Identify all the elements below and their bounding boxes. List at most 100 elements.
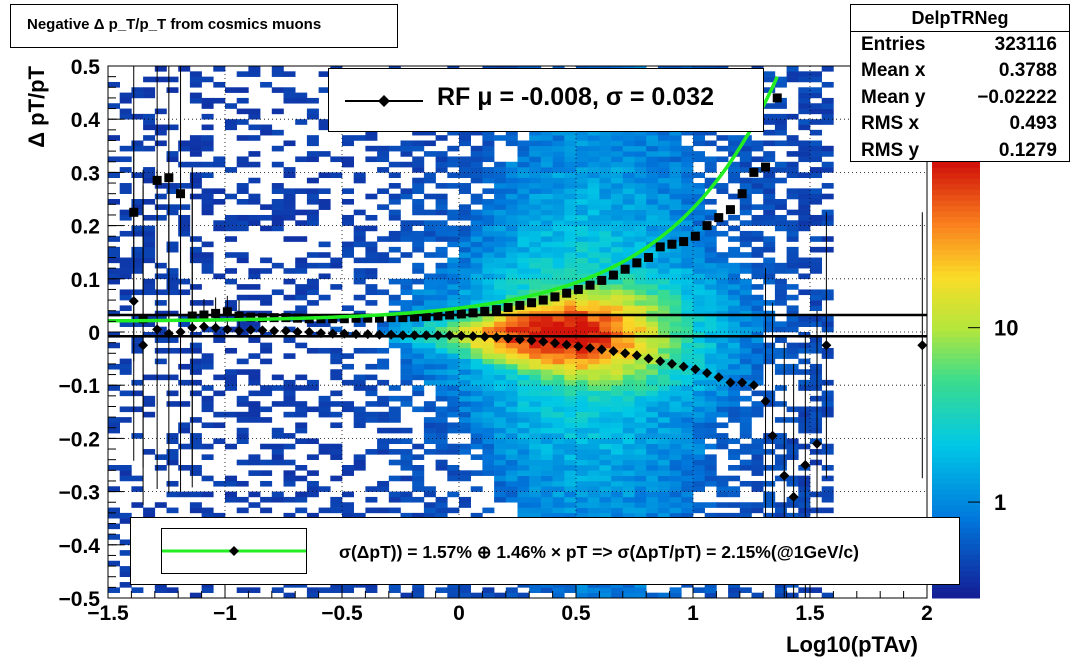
heatmap-cell <box>505 268 518 274</box>
heatmap-cell <box>564 300 577 306</box>
heatmap-cell <box>201 140 214 147</box>
heatmap-cell <box>470 268 483 274</box>
heatmap-cell <box>201 475 214 482</box>
heatmap-cell <box>540 342 553 349</box>
heatmap-cell <box>786 71 799 77</box>
heatmap-cell <box>681 151 694 157</box>
heatmap-cell <box>388 411 401 418</box>
heatmap-cell <box>657 353 670 359</box>
heatmap-cell <box>657 236 670 242</box>
heatmap-cell <box>482 411 495 418</box>
heatmap-cell <box>786 193 799 200</box>
heatmap-cell <box>681 246 694 253</box>
heatmap-cell <box>225 278 237 285</box>
heatmap-cell <box>400 347 413 354</box>
heatmap-cell <box>634 172 647 179</box>
heatmap-cell <box>716 422 729 429</box>
heatmap-cell <box>295 496 308 503</box>
heatmap-cell <box>716 353 729 359</box>
heatmap-cell <box>505 395 518 402</box>
heatmap-cell <box>564 502 577 508</box>
heatmap-cell <box>201 124 214 131</box>
heatmap-cell <box>693 379 705 386</box>
heatmap-cell <box>459 268 471 274</box>
heatmap-cell <box>318 321 331 327</box>
heatmap-cell <box>459 316 471 322</box>
heatmap-cell <box>377 347 390 354</box>
mean-point <box>713 372 724 383</box>
heatmap-cell <box>260 385 273 391</box>
heatmap-cell <box>634 374 647 381</box>
heatmap-cell <box>377 321 390 327</box>
heatmap-cell <box>119 417 132 423</box>
heatmap-cell <box>517 151 530 157</box>
mean-point <box>444 330 455 341</box>
heatmap-cell <box>260 257 273 264</box>
heatmap-cell <box>529 209 542 216</box>
heatmap-cell <box>552 230 565 237</box>
heatmap-cell <box>482 438 495 445</box>
heatmap-cell <box>646 592 659 599</box>
heatmap-cell <box>646 284 659 290</box>
heatmap-cell <box>681 507 694 514</box>
heatmap-cell <box>271 199 284 205</box>
heatmap-cell <box>540 486 553 492</box>
heatmap-cell <box>540 470 553 476</box>
mean-point <box>257 325 268 336</box>
heatmap-cell <box>728 135 741 141</box>
heatmap-cell <box>201 422 214 429</box>
heatmap-cell <box>763 480 776 487</box>
heatmap-cell <box>470 294 483 301</box>
heatmap-cell <box>810 385 822 391</box>
heatmap-cell <box>622 193 635 200</box>
heatmap-cell <box>295 92 308 99</box>
heatmap-cell <box>576 438 588 445</box>
heatmap-cell <box>435 284 448 290</box>
heatmap-cell <box>108 427 120 434</box>
heatmap-cell <box>611 417 624 423</box>
heatmap-cell <box>564 332 577 338</box>
heatmap-cell <box>704 353 717 359</box>
heatmap-cell <box>564 172 577 179</box>
heatmap-cell <box>646 385 659 391</box>
heatmap-cell <box>435 230 448 237</box>
heatmap-cell <box>400 342 413 349</box>
heatmap-cell <box>681 417 694 423</box>
heatmap-cell <box>599 183 612 189</box>
heatmap-cell <box>119 257 132 264</box>
heatmap-cell <box>213 438 226 445</box>
mean-point <box>748 380 759 391</box>
heatmap-cell <box>728 337 741 343</box>
heatmap-cell <box>611 172 624 179</box>
heatmap-cell <box>494 225 507 232</box>
heatmap-cell <box>751 220 764 226</box>
heatmap-cell <box>810 395 822 402</box>
heatmap-cell <box>494 459 507 466</box>
sigma-point <box>573 284 583 294</box>
heatmap-cell <box>482 129 495 136</box>
heatmap-cell <box>763 183 776 189</box>
heatmap-cell <box>798 273 811 280</box>
heatmap-cell <box>576 587 588 593</box>
heatmap-cell <box>353 294 366 301</box>
heatmap-cell <box>283 71 296 77</box>
mean-point <box>351 329 362 340</box>
heatmap-cell <box>786 209 799 216</box>
heatmap-cell <box>693 129 705 136</box>
heatmap-cell <box>716 443 729 450</box>
heatmap-cell <box>669 305 682 312</box>
heatmap-cell <box>552 480 565 487</box>
heatmap-cell <box>423 507 436 514</box>
heatmap-cell <box>119 358 132 365</box>
heatmap-cell <box>576 230 588 237</box>
heatmap-cell <box>587 332 600 338</box>
heatmap-cell <box>529 449 542 455</box>
heatmap-cell <box>646 193 659 200</box>
heatmap-cell <box>178 363 191 370</box>
heatmap-cell <box>470 406 483 413</box>
heatmap-cell <box>459 449 471 455</box>
heatmap-cell <box>271 449 284 455</box>
heatmap-cell <box>657 252 670 258</box>
heatmap-cell <box>611 449 624 455</box>
heatmap-cell <box>599 390 612 397</box>
